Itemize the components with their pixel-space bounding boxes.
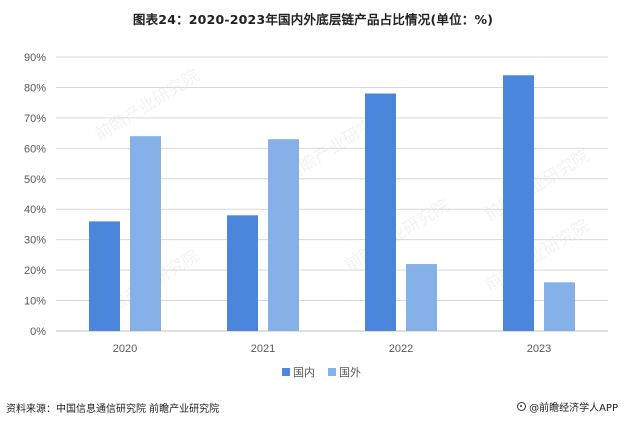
chart-title: 图表24：2020-2023年国内外底层链产品占比情况(单位：%) xyxy=(132,12,494,27)
y-tick-label: 0% xyxy=(30,326,46,338)
y-tick-label: 10% xyxy=(24,296,46,308)
bar-domestic xyxy=(89,221,120,331)
y-tick-label: 30% xyxy=(24,235,46,247)
y-tick-label: 40% xyxy=(24,204,46,216)
x-tick-label: 2022 xyxy=(389,343,413,355)
watermark: 前瞻产业研究院 xyxy=(92,66,204,146)
watermark: 前瞻产业研究院 xyxy=(342,196,454,276)
watermark: 前瞻产业研究院 xyxy=(482,146,594,226)
y-tick-label: 50% xyxy=(24,174,46,186)
watermark: 前瞻产业研究院 xyxy=(482,216,594,296)
legend-label: 国内 xyxy=(293,365,315,379)
x-tick-label: 2020 xyxy=(113,343,137,355)
credit-text: @前瞻经济学人APP xyxy=(529,403,618,414)
x-tick-label: 2023 xyxy=(527,343,551,355)
y-tick-label: 80% xyxy=(24,82,46,94)
bar-foreign xyxy=(406,264,437,331)
bar-foreign xyxy=(268,139,299,331)
legend-label: 国外 xyxy=(339,366,361,379)
y-tick-label: 90% xyxy=(24,52,46,64)
bar-domestic xyxy=(365,93,396,332)
credit: @前瞻经济学人APP xyxy=(517,399,618,414)
source-note: 资料来源：中国信息通信研究院 前瞻产业研究院 xyxy=(6,404,220,415)
bar-domestic xyxy=(503,75,534,332)
logo-icon xyxy=(517,402,527,411)
bar-domestic xyxy=(227,215,258,331)
legend-swatch xyxy=(282,368,290,376)
bar-foreign xyxy=(544,282,575,331)
bar-foreign xyxy=(130,136,161,331)
y-tick-label: 70% xyxy=(24,113,46,125)
y-tick-label: 60% xyxy=(24,143,46,155)
legend-swatch xyxy=(328,368,336,376)
y-tick-label: 20% xyxy=(24,265,46,277)
x-tick-label: 2021 xyxy=(251,343,275,355)
